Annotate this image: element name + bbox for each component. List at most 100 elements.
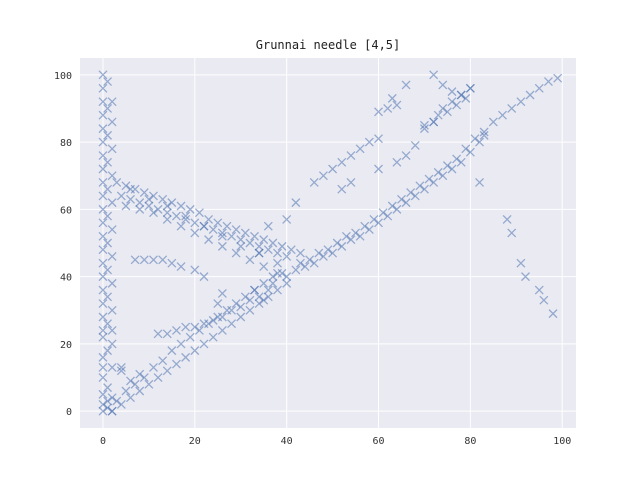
scatter-point (447, 164, 457, 174)
scatter-point (553, 73, 563, 83)
scatter-point (98, 124, 108, 134)
scatter-point (277, 268, 287, 278)
scatter-point (98, 177, 108, 187)
y-axis-ticks: 0 20 40 60 80 100 (54, 71, 72, 418)
scatter-point (103, 383, 113, 393)
scatter-point (107, 325, 117, 335)
scatter-point (273, 285, 282, 295)
scatter-point (98, 231, 108, 241)
scatter-point (103, 319, 113, 329)
scatter-point (346, 177, 356, 187)
scatter-point (204, 235, 214, 245)
scatter-point (167, 346, 177, 356)
scatter-point (217, 312, 227, 322)
scatter-point (273, 258, 282, 268)
scatter-point (360, 221, 370, 231)
scatter-point (194, 325, 204, 335)
scatter-point (442, 107, 452, 117)
scatter-point (194, 208, 204, 218)
scatter-point (282, 214, 292, 224)
scatter-point (295, 258, 305, 268)
scatter-point (236, 302, 246, 312)
scatter-point (465, 83, 475, 93)
scatter-point (488, 117, 498, 127)
scatter-point (98, 399, 108, 409)
scatter-point (328, 164, 338, 174)
scatter-point (282, 272, 292, 282)
x-tick-label: 40 (281, 436, 293, 447)
scatter-point (153, 373, 163, 383)
scatter-point (103, 265, 113, 275)
y-tick-label: 80 (60, 138, 72, 149)
scatter-point (126, 194, 135, 204)
scatter-point (548, 309, 558, 319)
scatter-point (190, 228, 200, 238)
scatter-point (337, 157, 347, 167)
scatter-point (98, 258, 108, 268)
scatter-point (103, 396, 113, 406)
scatter-point (410, 191, 420, 201)
scatter-point (479, 130, 489, 140)
scatter-point (199, 272, 209, 282)
scatter-point (103, 403, 113, 413)
x-axis-ticks: 0 20 40 60 80 100 (100, 436, 571, 447)
plot-area (80, 58, 576, 428)
scatter-point (139, 373, 149, 383)
scatter-point (98, 70, 108, 80)
scatter-point (337, 241, 347, 251)
scatter-point (438, 80, 448, 90)
scatter-point (107, 117, 117, 127)
scatter-point (171, 325, 181, 335)
scatter-point (107, 305, 117, 315)
scatter-point (268, 278, 278, 288)
scatter-point (263, 221, 273, 231)
scatter-points (98, 70, 563, 416)
scatter-point (217, 231, 227, 241)
scatter-point (103, 157, 113, 167)
scatter-point (98, 312, 108, 322)
scatter-point (98, 191, 108, 201)
scatter-point (374, 218, 383, 228)
scatter-point (300, 262, 310, 272)
scatter-point (181, 214, 191, 224)
x-tick-label: 60 (372, 436, 384, 447)
scatter-point (208, 315, 218, 325)
scatter-point (126, 184, 135, 194)
scatter-point (456, 90, 466, 100)
scatter-point (112, 177, 122, 187)
scatter-point (130, 379, 140, 389)
scatter-point (126, 376, 135, 386)
scatter-point (498, 110, 507, 120)
scatter-point (268, 272, 278, 282)
scatter-point (438, 103, 448, 113)
scatter-point (424, 174, 434, 184)
scatter-point (185, 332, 195, 342)
scatter-point (222, 221, 232, 231)
scatter-point (98, 204, 108, 214)
scatter-point (433, 110, 443, 120)
scatter-point (387, 93, 397, 103)
scatter-point (429, 117, 439, 127)
x-tick-label: 0 (100, 436, 106, 447)
chart-title: Grunnai needle [4,5] (256, 38, 401, 52)
scatter-point (286, 245, 296, 255)
scatter-point (227, 231, 237, 241)
scatter-point (103, 292, 113, 302)
scatter-point (447, 87, 457, 97)
scatter-point (534, 285, 544, 295)
scatter-point (309, 258, 319, 268)
scatter-point (98, 332, 108, 342)
scatter-point (254, 241, 264, 251)
scatter-point (167, 258, 177, 268)
scatter-point (314, 248, 324, 258)
scatter-point (240, 292, 250, 302)
scatter-point (217, 325, 227, 335)
scatter-point (116, 399, 126, 409)
scatter-point (419, 184, 429, 194)
scatter-point (250, 285, 259, 295)
scatter-point (328, 248, 338, 258)
scatter-point (107, 362, 117, 372)
scatter-point (277, 241, 287, 251)
scatter-point (98, 110, 108, 120)
